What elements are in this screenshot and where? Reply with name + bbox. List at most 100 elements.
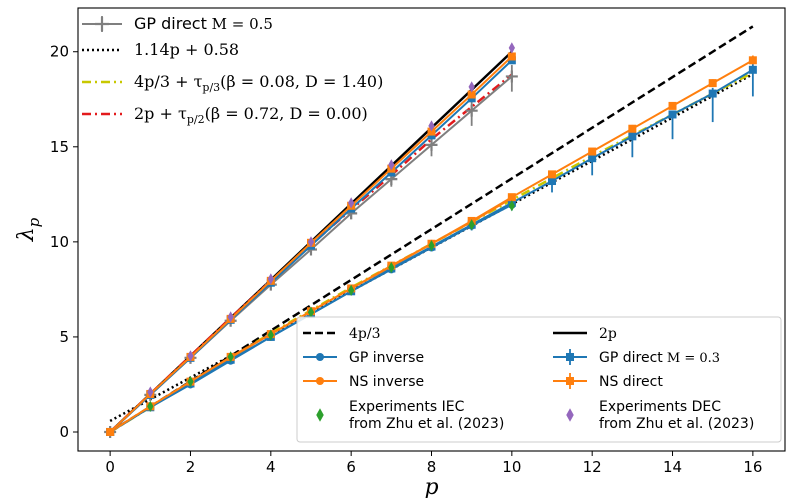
data-point [628, 132, 637, 141]
y-axis-label: λp [14, 217, 43, 242]
data-point [267, 329, 274, 341]
label-part: GP inverse [349, 350, 424, 366]
plot-clip [104, 25, 757, 438]
legend-entry-1-14p-0-58: 1.14p + 0.58 [82, 40, 239, 59]
y-axis-label-sub: p [25, 217, 43, 227]
data-point [388, 261, 395, 274]
data-point [508, 200, 515, 212]
legend-marker [316, 408, 324, 422]
data-point [427, 127, 436, 136]
data-point [708, 89, 717, 98]
label-sub: p/2 [187, 113, 205, 126]
data-point [467, 90, 476, 99]
legend-label: 4p/3 + τp/3(β = 0.08, D = 1.40) [134, 72, 383, 94]
y-axis-label-main: λ [14, 227, 39, 242]
x-tick-label: 6 [346, 458, 356, 476]
x-tick-label: 4 [266, 458, 276, 476]
data-point [588, 154, 597, 163]
plot-area [104, 25, 757, 438]
x-tick-label: 2 [186, 458, 196, 476]
data-point [307, 306, 315, 318]
legend-entry-ns-direct: NS direct [553, 373, 663, 390]
legend-marker [566, 408, 574, 422]
legend-entry-gp-direct-m-0-3: GP direct M = 0.3 [553, 349, 720, 366]
data-point [507, 52, 516, 61]
x-tick-label: 16 [743, 458, 762, 476]
x-tick-label: 0 [105, 458, 115, 476]
legend-entry-4p-3-p-3-0-08-d-1-40: 4p/3 + τp/3(β = 0.08, D = 1.40) [82, 72, 383, 94]
data-point [388, 159, 395, 171]
data-point [668, 101, 677, 110]
legend-bottom: 4p/3 2p GP inverse GP direct M = 0.3 NS inve… [303, 326, 754, 432]
data-point [748, 65, 757, 74]
data-point [428, 120, 435, 132]
label-math: M = 0.3 [663, 351, 720, 366]
data-point [507, 193, 516, 202]
legend-label: Experiments IEC [349, 399, 465, 415]
legend-entry-4p-3: 4p/3 [303, 326, 381, 342]
legend-top: GP direct M = 0.5 1.14p + 0.58 4p/3 + τp/3… [82, 14, 383, 126]
y-tick-label: 15 [50, 138, 69, 156]
data-point [227, 311, 234, 323]
label-sub: p/3 [202, 81, 220, 94]
legend-marker [566, 353, 574, 361]
data-point [468, 81, 475, 93]
x-tick-label: 8 [427, 458, 437, 476]
data-point [428, 239, 435, 252]
label-math: M = 0.5 [207, 15, 273, 33]
x-tick-label: 10 [502, 458, 521, 476]
label-part: (β = 0.08, D = 1.40) [220, 72, 383, 91]
data-point [548, 170, 557, 179]
series-experiments-dec-from-zhu-et-al-2023 [147, 42, 515, 398]
legend-label: Experiments DEC [599, 399, 721, 415]
legend-marker [95, 17, 109, 31]
x-tick-label: 14 [663, 458, 682, 476]
legend-label: 2p + τp/2(β = 0.72, D = 0.00) [134, 104, 368, 126]
label-part: GP direct [599, 350, 663, 366]
data-point [307, 236, 315, 248]
data-point [505, 70, 518, 83]
legend-entry-ns-inverse: NS inverse [303, 374, 424, 390]
y-tick-label: 0 [59, 423, 69, 441]
legend-bottom-box [296, 316, 782, 443]
data-point [187, 350, 194, 362]
label-part: 2p + τ [134, 104, 187, 123]
legend-entry-2p-p-2-0-72-d-0-00: 2p + τp/2(β = 0.72, D = 0.00) [82, 104, 368, 126]
data-point [708, 79, 717, 88]
data-point [348, 284, 355, 297]
data-point [147, 400, 154, 412]
data-point [668, 110, 677, 119]
x-tick-label: 12 [583, 458, 602, 476]
legend-label: NS inverse [349, 374, 424, 390]
data-point [465, 104, 478, 117]
x-axis-label: p [424, 475, 438, 498]
legend-marker [316, 377, 324, 385]
legend-entry-gp-inverse: GP inverse [303, 350, 424, 366]
label-part: GP direct [134, 14, 207, 33]
data-point [468, 219, 475, 231]
data-point [628, 124, 637, 133]
legend-entry-2p: 2p [553, 326, 617, 342]
legend-entry-gp-direct-m-0-5: GP direct M = 0.5 [82, 14, 273, 33]
data-point [425, 138, 438, 151]
data-point [227, 351, 234, 363]
legend-label-line2: from Zhu et al. (2023) [599, 416, 754, 432]
legend-label: NS direct [599, 374, 663, 390]
legends: GP direct M = 0.5 1.14p + 0.58 4p/3 + τp/3… [82, 14, 782, 443]
data-point [187, 375, 194, 388]
label-part: (β = 0.72, D = 0.00) [205, 104, 368, 123]
legend-label: GP inverse [349, 350, 424, 366]
label-part: NS inverse [349, 374, 424, 390]
label-part: 4p/3 + τ [134, 72, 203, 91]
legend-marker [566, 377, 574, 385]
data-point [548, 177, 557, 186]
legend-label: GP direct M = 0.5 [134, 14, 273, 33]
series-experiments-iec-from-zhu-et-al-2023 [147, 200, 515, 412]
data-point [508, 42, 515, 54]
y-tick-label: 5 [59, 328, 69, 346]
legend-label: 1.14p + 0.58 [134, 40, 239, 59]
